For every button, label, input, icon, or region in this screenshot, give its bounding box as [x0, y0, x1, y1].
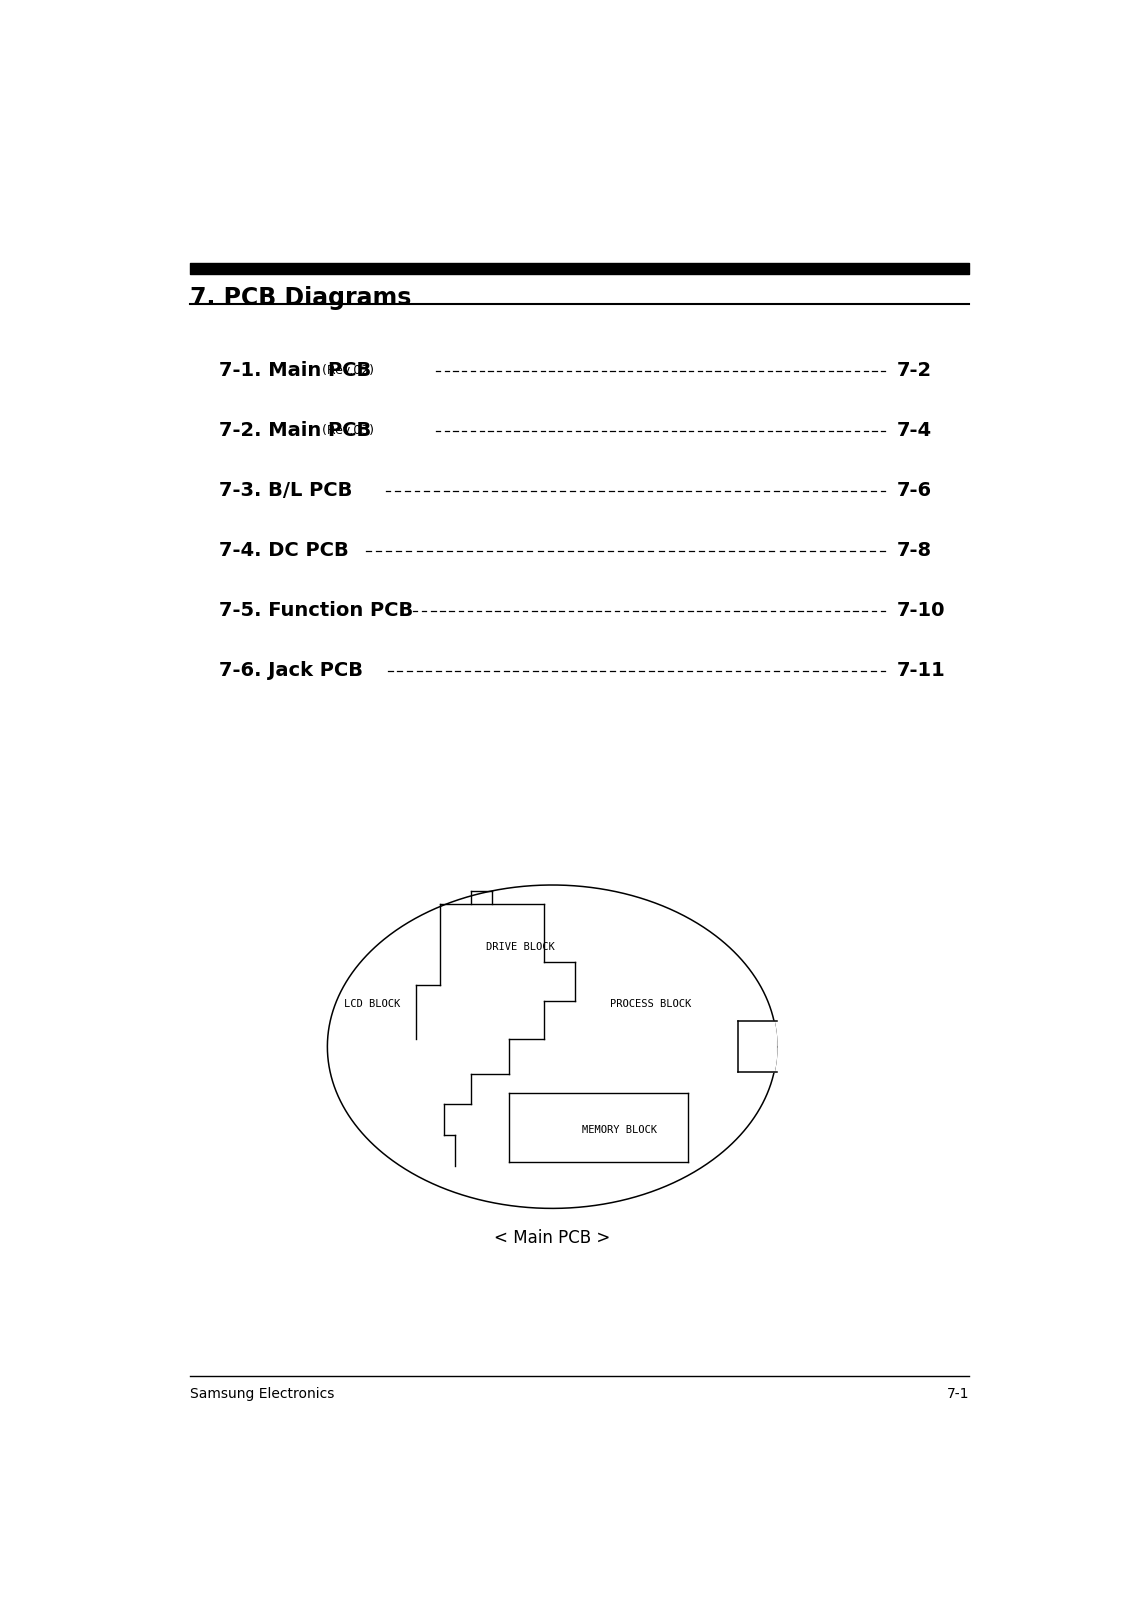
Polygon shape — [739, 1021, 777, 1072]
Text: Samsung Electronics: Samsung Electronics — [190, 1387, 335, 1402]
Text: 7-1. Main PCB: 7-1. Main PCB — [219, 362, 371, 381]
Text: 7-2: 7-2 — [897, 362, 932, 381]
Text: 7-4. DC PCB: 7-4. DC PCB — [219, 541, 348, 560]
Text: PROCESS BLOCK: PROCESS BLOCK — [611, 1000, 691, 1010]
Text: (Rev.02): (Rev.02) — [318, 365, 373, 378]
Text: 7-6. Jack PCB: 7-6. Jack PCB — [219, 661, 363, 680]
Text: 7-1: 7-1 — [947, 1387, 969, 1402]
Text: 7-4: 7-4 — [897, 421, 932, 440]
Text: < Main PCB >: < Main PCB > — [494, 1229, 611, 1246]
Text: 7. PCB Diagrams: 7. PCB Diagrams — [190, 286, 412, 310]
Text: DRIVE BLOCK: DRIVE BLOCK — [486, 941, 555, 952]
Text: 7-11: 7-11 — [897, 661, 946, 680]
Text: 7-2. Main PCB: 7-2. Main PCB — [219, 421, 371, 440]
Text: 7-8: 7-8 — [897, 541, 932, 560]
Text: (Rev.03): (Rev.03) — [318, 424, 373, 437]
Text: MEMORY BLOCK: MEMORY BLOCK — [581, 1125, 657, 1134]
Text: 7-3. B/L PCB: 7-3. B/L PCB — [219, 482, 352, 501]
Text: 7-6: 7-6 — [897, 482, 932, 501]
Text: 7-10: 7-10 — [897, 602, 946, 621]
Text: LCD BLOCK: LCD BLOCK — [345, 1000, 400, 1010]
Text: 7-5. Function PCB: 7-5. Function PCB — [219, 602, 413, 621]
